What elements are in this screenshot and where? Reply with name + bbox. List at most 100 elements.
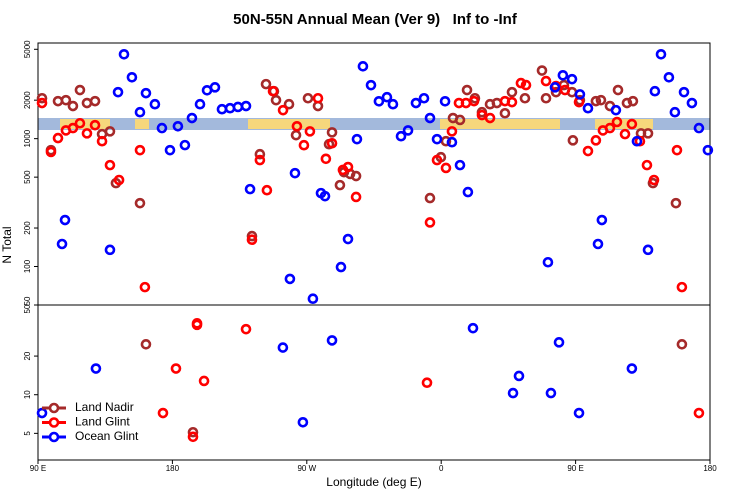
data-point — [335, 261, 347, 273]
data-point — [157, 407, 169, 419]
data-point — [418, 92, 430, 104]
data-point — [334, 179, 346, 191]
data-point — [499, 107, 511, 119]
data-point — [395, 130, 407, 142]
data-point — [676, 281, 688, 293]
data-point — [460, 97, 472, 109]
data-point — [112, 86, 124, 98]
data-point — [289, 167, 301, 179]
x-tick-label: 90 E — [30, 464, 46, 473]
data-point — [461, 84, 473, 96]
y-tick-label: 20 — [23, 351, 32, 360]
y-tick-label: 200 — [23, 221, 32, 235]
data-point — [582, 102, 594, 114]
data-point — [240, 100, 252, 112]
data-point — [139, 281, 151, 293]
data-point — [179, 139, 191, 151]
y-tick-label: 5 — [23, 431, 32, 436]
data-point — [104, 159, 116, 171]
data-point — [307, 293, 319, 305]
data-point — [431, 154, 443, 166]
data-point — [67, 122, 79, 134]
data-point — [261, 184, 273, 196]
data-point — [60, 94, 72, 106]
x-axis-label: Longitude (deg E) — [326, 475, 421, 489]
data-point — [545, 387, 557, 399]
data-point — [118, 48, 130, 60]
chart-title: 50N-55N Annual Mean (Ver 9) Inf to -Inf — [233, 11, 518, 28]
data-point — [67, 100, 79, 112]
data-point — [648, 174, 660, 186]
data-point — [96, 135, 108, 147]
data-point — [187, 426, 199, 438]
data-point — [297, 416, 309, 428]
x-tick-label: 0 — [439, 464, 444, 473]
data-point — [351, 133, 363, 145]
data-point — [627, 95, 639, 107]
legend-marker — [48, 402, 60, 414]
data-point — [164, 144, 176, 156]
data-point — [104, 126, 116, 137]
data-point — [553, 337, 565, 348]
data-point — [350, 191, 362, 203]
data-point — [283, 98, 295, 110]
x-tick-label: 90 E — [567, 464, 583, 473]
data-point — [320, 153, 332, 165]
data-point — [387, 98, 399, 110]
data-point — [693, 122, 705, 134]
data-point — [36, 92, 48, 104]
data-point — [431, 133, 443, 145]
x-tick-label: 90 W — [297, 464, 316, 473]
data-point — [267, 85, 279, 97]
data-point — [304, 126, 316, 137]
data-point — [172, 120, 184, 132]
y-tick-label: 5000 — [23, 40, 32, 58]
data-point — [686, 97, 698, 109]
y-axis-label: N Total — [0, 226, 14, 263]
data-point — [191, 319, 203, 331]
data-point — [134, 144, 146, 156]
data-point — [194, 98, 206, 110]
data-point — [540, 92, 552, 104]
data-point — [520, 79, 532, 91]
data-point — [515, 77, 527, 89]
data-point — [506, 96, 518, 108]
land-band — [248, 119, 330, 129]
data-point — [642, 244, 654, 256]
data-point — [216, 103, 228, 115]
data-point — [676, 339, 688, 350]
data-point — [549, 82, 561, 93]
data-point — [559, 84, 571, 96]
data-point — [312, 92, 324, 104]
x-tick-label: 180 — [166, 464, 180, 473]
data-point — [439, 95, 451, 107]
data-point — [134, 106, 146, 118]
data-point — [74, 84, 86, 96]
data-point — [90, 363, 102, 374]
data-point — [590, 95, 602, 107]
data-point — [655, 48, 667, 60]
data-point — [56, 238, 68, 250]
data-point — [484, 112, 496, 124]
data-point — [186, 112, 198, 124]
data-point — [298, 139, 310, 151]
data-point — [592, 238, 604, 250]
data-point — [693, 407, 705, 419]
data-point — [36, 97, 48, 109]
data-point — [454, 114, 466, 126]
data-point — [410, 97, 422, 109]
y-tick-label: 500 — [23, 170, 32, 184]
data-point — [149, 98, 161, 110]
y-tick-label: 2000 — [23, 91, 32, 109]
data-point — [462, 186, 474, 198]
data-point — [89, 95, 101, 107]
data-point — [519, 92, 531, 104]
data-point — [232, 101, 244, 113]
data-point — [104, 244, 116, 256]
data-point — [59, 214, 71, 226]
data-point — [246, 234, 258, 246]
y-tick-label: 1000 — [23, 129, 32, 147]
data-point — [557, 70, 569, 81]
data-point — [45, 146, 57, 158]
